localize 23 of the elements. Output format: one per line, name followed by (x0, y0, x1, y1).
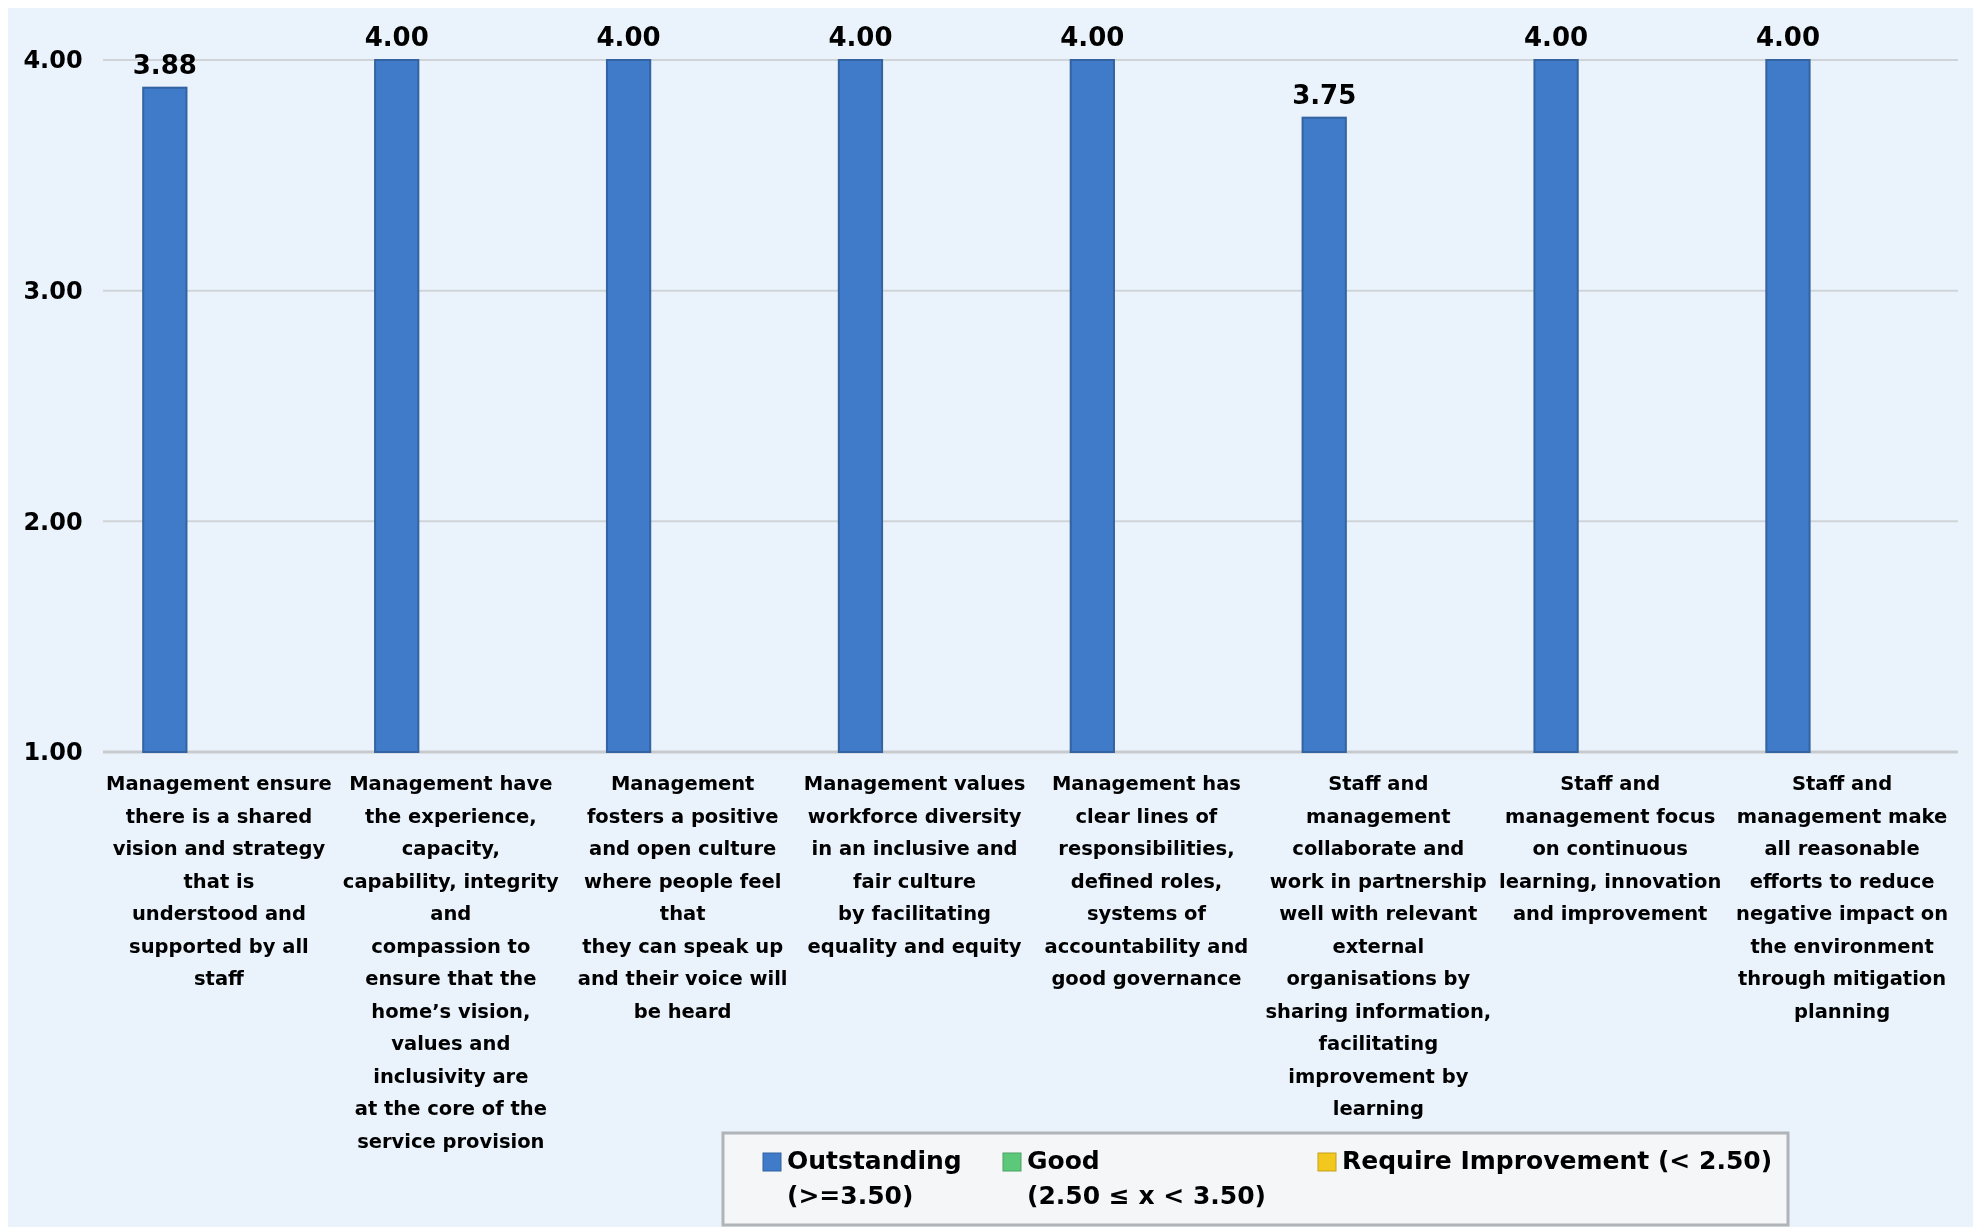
y-tick-label: 2.00 (23, 507, 83, 536)
x-tick-label: Staff and management make all reasonable efforts to reduce negative impact on the environment through mitigation planning (1736, 772, 1949, 1023)
category-label: Staff and management collaborate and work in partnership well with relevant external organisations by sharing information, facilitating improvement by learning (1265, 772, 1492, 1120)
data-label: 4.00 (828, 22, 893, 52)
x-tick-label: Management ensure there is a shared vision and strategy that is understood and supported by all staff (106, 772, 332, 990)
data-label: 4.00 (596, 22, 661, 52)
data-label: 3.75 (1292, 79, 1357, 110)
category-label: Management have the experience, capacity, capability, integrity and compassion to ensure that the home’s vision, values and inclusivity are at the core of the service provision (342, 772, 559, 1153)
legend-label: Outstanding (>=3.50) (787, 1146, 962, 1210)
data-label: 4.00 (1755, 22, 1821, 52)
legend-label: Require Improvement (< 2.50) (1342, 1146, 1773, 1175)
data-label: 4.00 (364, 22, 429, 52)
legend-label: Good (2.50 ≤ x < 3.50) (1027, 1146, 1267, 1210)
x-tick-label: Staff and management focus on continuous learning, innovation and improvement (1499, 772, 1722, 925)
data-label: 3.88 (132, 49, 197, 80)
x-tick-label: Management has clear lines of responsibilities, defined roles, systems of accountability and good governance (1044, 772, 1249, 990)
data-label: 4.00 (1060, 22, 1125, 52)
y-tick-label: 1.00 (23, 738, 83, 767)
x-tick-label: Management values workforce diversity in an inclusive and fair culture by facilitating equality and equity (803, 772, 1026, 958)
data-label: 4.00 (1524, 22, 1589, 52)
x-tick-label: Management fosters a positive and open culture where people feel that they can speak up and their voice will be heard (577, 772, 788, 1023)
y-tick-label: 4.00 (23, 46, 83, 75)
y-tick-label: 3.00 (23, 277, 83, 306)
